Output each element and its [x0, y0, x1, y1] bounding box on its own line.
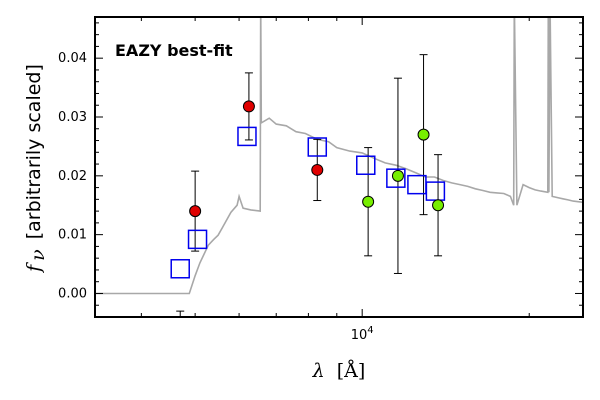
- x-tick-exponent: 4: [367, 325, 373, 336]
- x-axis-label: λ [Å]: [312, 360, 366, 382]
- template-box-5: [386, 168, 406, 188]
- fit-annotation: EAZY best-fit: [115, 41, 233, 60]
- y-axis-label: f ν [arbitrarily scaled]: [23, 64, 49, 274]
- template-box-2: [237, 126, 257, 147]
- template-box-0: [170, 259, 190, 279]
- observed-point-3: [362, 195, 375, 208]
- x-axis-unit: [Å]: [337, 360, 366, 382]
- x-tick-base: 10: [351, 328, 368, 343]
- observed-point-6: [432, 199, 445, 212]
- template-box-4: [356, 155, 376, 175]
- y-axis-subscript: ν: [27, 249, 49, 261]
- y-tick-label-4: 0.04: [58, 51, 87, 66]
- template-box-1: [187, 229, 208, 250]
- plot-frame: [94, 16, 584, 318]
- y-tick-label-1: 0.01: [58, 228, 87, 243]
- y-axis-symbol: f: [23, 262, 45, 274]
- model-spectrum-layer: [95, 17, 583, 295]
- errorbar-layer: [176, 54, 443, 317]
- y-tick-label-3: 0.03: [58, 110, 87, 125]
- x-axis-symbol: λ: [312, 360, 325, 382]
- observed-point-5: [417, 128, 430, 141]
- observed-point-0: [189, 205, 202, 218]
- template-box-3: [307, 137, 328, 157]
- y-tick-label-2: 0.02: [58, 169, 87, 184]
- template-photometry-layer: [170, 126, 446, 279]
- y-tick-label-0: 0.00: [58, 286, 87, 301]
- observed-photometry-layer: [189, 100, 445, 218]
- tick-layer: 0.00 0.01 0.02 0.03 0.04 104: [58, 17, 583, 343]
- template-box-7: [425, 181, 446, 201]
- y-axis-description: [arbitrarily scaled]: [23, 64, 45, 239]
- x-tick-label: 104: [351, 325, 374, 343]
- model-spectrum-line: [95, 17, 583, 295]
- observed-point-2: [311, 163, 324, 176]
- observed-point-4: [391, 169, 404, 182]
- observed-point-1: [242, 100, 255, 113]
